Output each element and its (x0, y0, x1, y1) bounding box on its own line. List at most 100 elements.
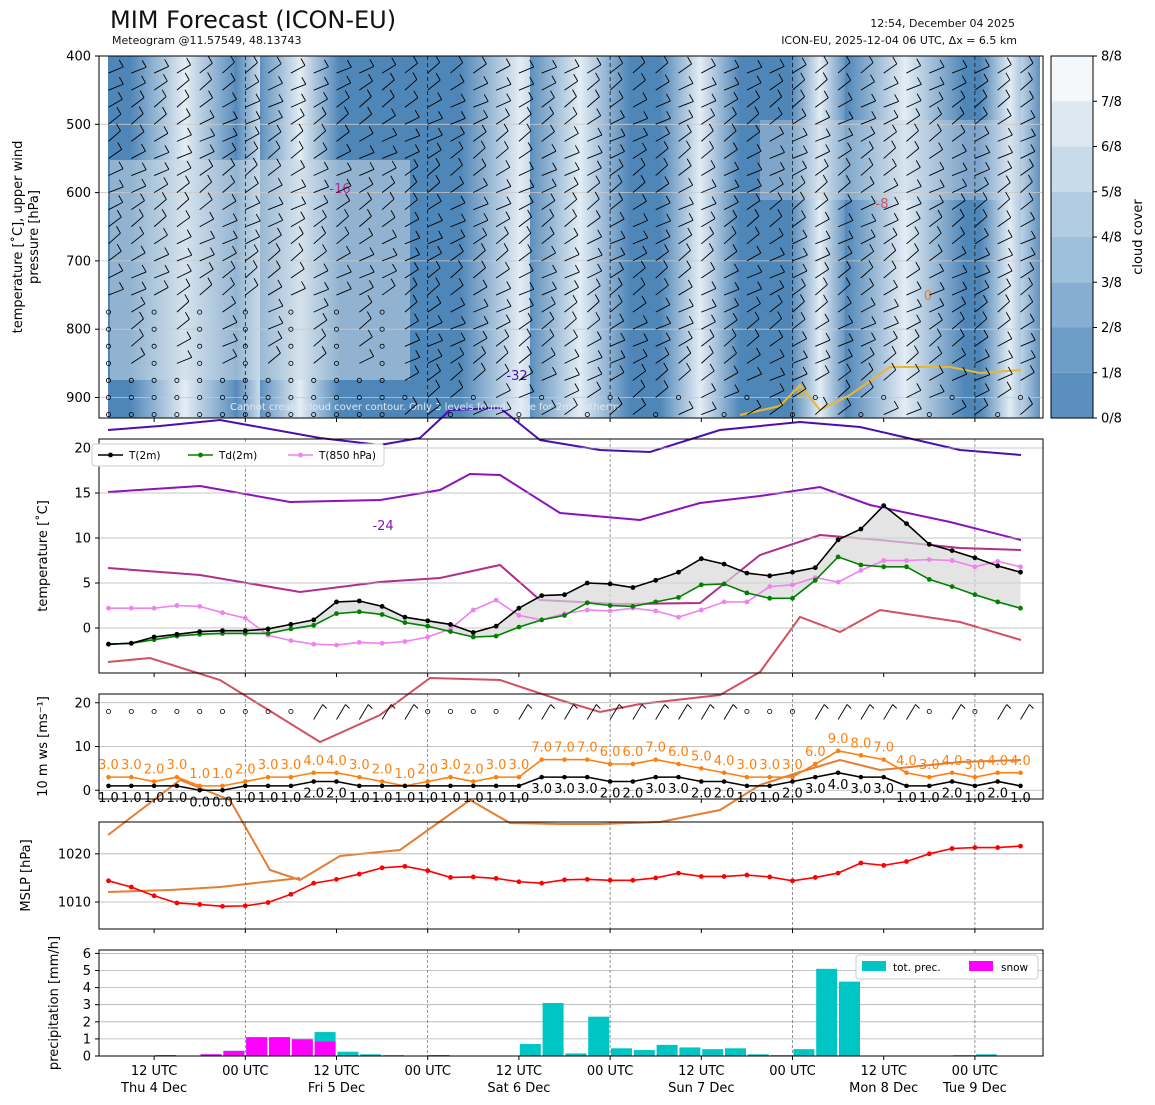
wind-barb-flag (686, 260, 692, 268)
wind-barb-flag (504, 329, 510, 337)
wind-barb-shaft (564, 318, 577, 330)
wind-barb-flag (528, 263, 534, 271)
wind-barb-shaft (313, 352, 327, 364)
wind-barb-flag (689, 94, 694, 102)
wind-barb-flag (640, 379, 646, 388)
wind-barb-flag (550, 124, 555, 132)
wind-barb-flag (845, 175, 851, 183)
mslp-marker (881, 862, 887, 868)
calm-marker (242, 709, 248, 715)
wind-barb-shaft (587, 217, 601, 228)
wind-barb-shaft (723, 288, 740, 296)
td2m-marker (630, 604, 636, 609)
wind-barb-shaft (153, 168, 170, 176)
wind-barb-flag (255, 229, 261, 237)
isotherm-line (739, 366, 1022, 416)
wind-barb-flag (982, 311, 988, 319)
wind-barb-shaft (131, 233, 144, 245)
wind-barb-shaft (837, 79, 851, 91)
colorbar-tick-label: 0/8 (1101, 412, 1122, 427)
wind-barb-shaft (951, 373, 967, 381)
wind-barb-shaft (336, 704, 346, 720)
wind-barb-shaft (609, 403, 623, 415)
wind-barb-shaft (336, 185, 352, 194)
wind-barb-shaft (997, 373, 1013, 381)
t850-marker (197, 604, 203, 609)
y-tick-label: 900 (66, 391, 91, 406)
wind-barb-shaft (427, 200, 442, 211)
wind-barb-shaft (518, 304, 534, 313)
legend-swatch (969, 961, 993, 971)
wind-barb-flag (461, 213, 466, 222)
wind-barb-shaft (176, 198, 190, 211)
wind-barb-flag (757, 281, 763, 290)
wind-barb-shaft (313, 130, 327, 142)
wind-barb-flag (846, 397, 852, 406)
calm-marker (106, 709, 112, 715)
wind-barb-shaft (1020, 320, 1035, 330)
wind-barb-shaft (222, 340, 238, 347)
wind-barb-shaft (655, 100, 671, 108)
wind-barb-flag (436, 363, 441, 372)
wind-barb-shaft (906, 65, 921, 74)
wind-barb-flag (480, 362, 486, 371)
wind-barb-shaft (564, 286, 579, 296)
wind-barb-shaft (974, 80, 989, 91)
wind-barb-shaft (518, 201, 534, 211)
td2m-marker (744, 590, 750, 596)
wind-barb-flag (1030, 110, 1036, 118)
wind-speed-marker (562, 774, 567, 780)
wind-barb-shaft (267, 219, 283, 228)
calm-marker (219, 377, 225, 383)
wind-barb-flag (480, 140, 486, 149)
wind-barb-flag (962, 178, 967, 187)
calm-marker (219, 709, 225, 715)
wind-barb-flag (711, 93, 717, 101)
mslp-marker (197, 902, 203, 907)
wind-barb-flag (754, 208, 760, 217)
wind-barb-flag (756, 399, 762, 408)
wind-barb-flag (1006, 278, 1012, 286)
gust-marker (539, 757, 544, 762)
wind-barb-shaft (974, 96, 988, 108)
calm-marker (151, 360, 157, 366)
wind-barb-flag (596, 331, 602, 339)
isotherm-label: -32 (506, 369, 527, 384)
t850-marker (311, 641, 317, 647)
wind-barb-shaft (199, 284, 213, 296)
calm-marker (516, 412, 522, 418)
wind-barb-flag (845, 157, 851, 166)
td2m-marker (607, 603, 613, 608)
wind-barb-shaft (769, 215, 783, 228)
wind-speed-value-label: 3.0 (668, 782, 689, 797)
wind-barb-shaft (701, 147, 714, 159)
wind-barb-shaft (564, 183, 579, 193)
wind-barb-shaft (541, 335, 555, 347)
wind-barb-flag (550, 704, 556, 709)
wind-barb-shaft (974, 301, 988, 313)
wind-barb-flag (709, 140, 714, 149)
wind-barb-flag (1029, 365, 1035, 373)
wind-barb-shaft (769, 96, 782, 108)
colorbar-segment (1051, 327, 1093, 373)
mslp-marker (402, 863, 408, 869)
wind-barb-shaft (632, 62, 646, 74)
t2m-marker (630, 585, 636, 590)
td2m-marker (995, 599, 1001, 605)
wind-barb-flag (664, 176, 670, 184)
mslp-panel (98, 821, 1044, 930)
wind-barb-shaft (359, 336, 373, 347)
wind-speed-value-label: 1.0 (759, 791, 780, 806)
wind-barb-flag (916, 196, 922, 204)
wind-barb-shaft (746, 215, 760, 228)
wind-barb-flag (574, 349, 580, 357)
wind-barb-flag (481, 56, 487, 65)
wind-barb-flag (436, 397, 441, 406)
y-tick-label: 0 (83, 622, 91, 637)
wind-barb-shaft (176, 182, 190, 193)
wind-barb-shaft (906, 288, 922, 296)
wind-barb-shaft (701, 268, 715, 279)
gust-value-label: 3.0 (759, 758, 780, 773)
wind-barb-flag (620, 230, 626, 239)
wind-barb-shaft (359, 132, 374, 142)
